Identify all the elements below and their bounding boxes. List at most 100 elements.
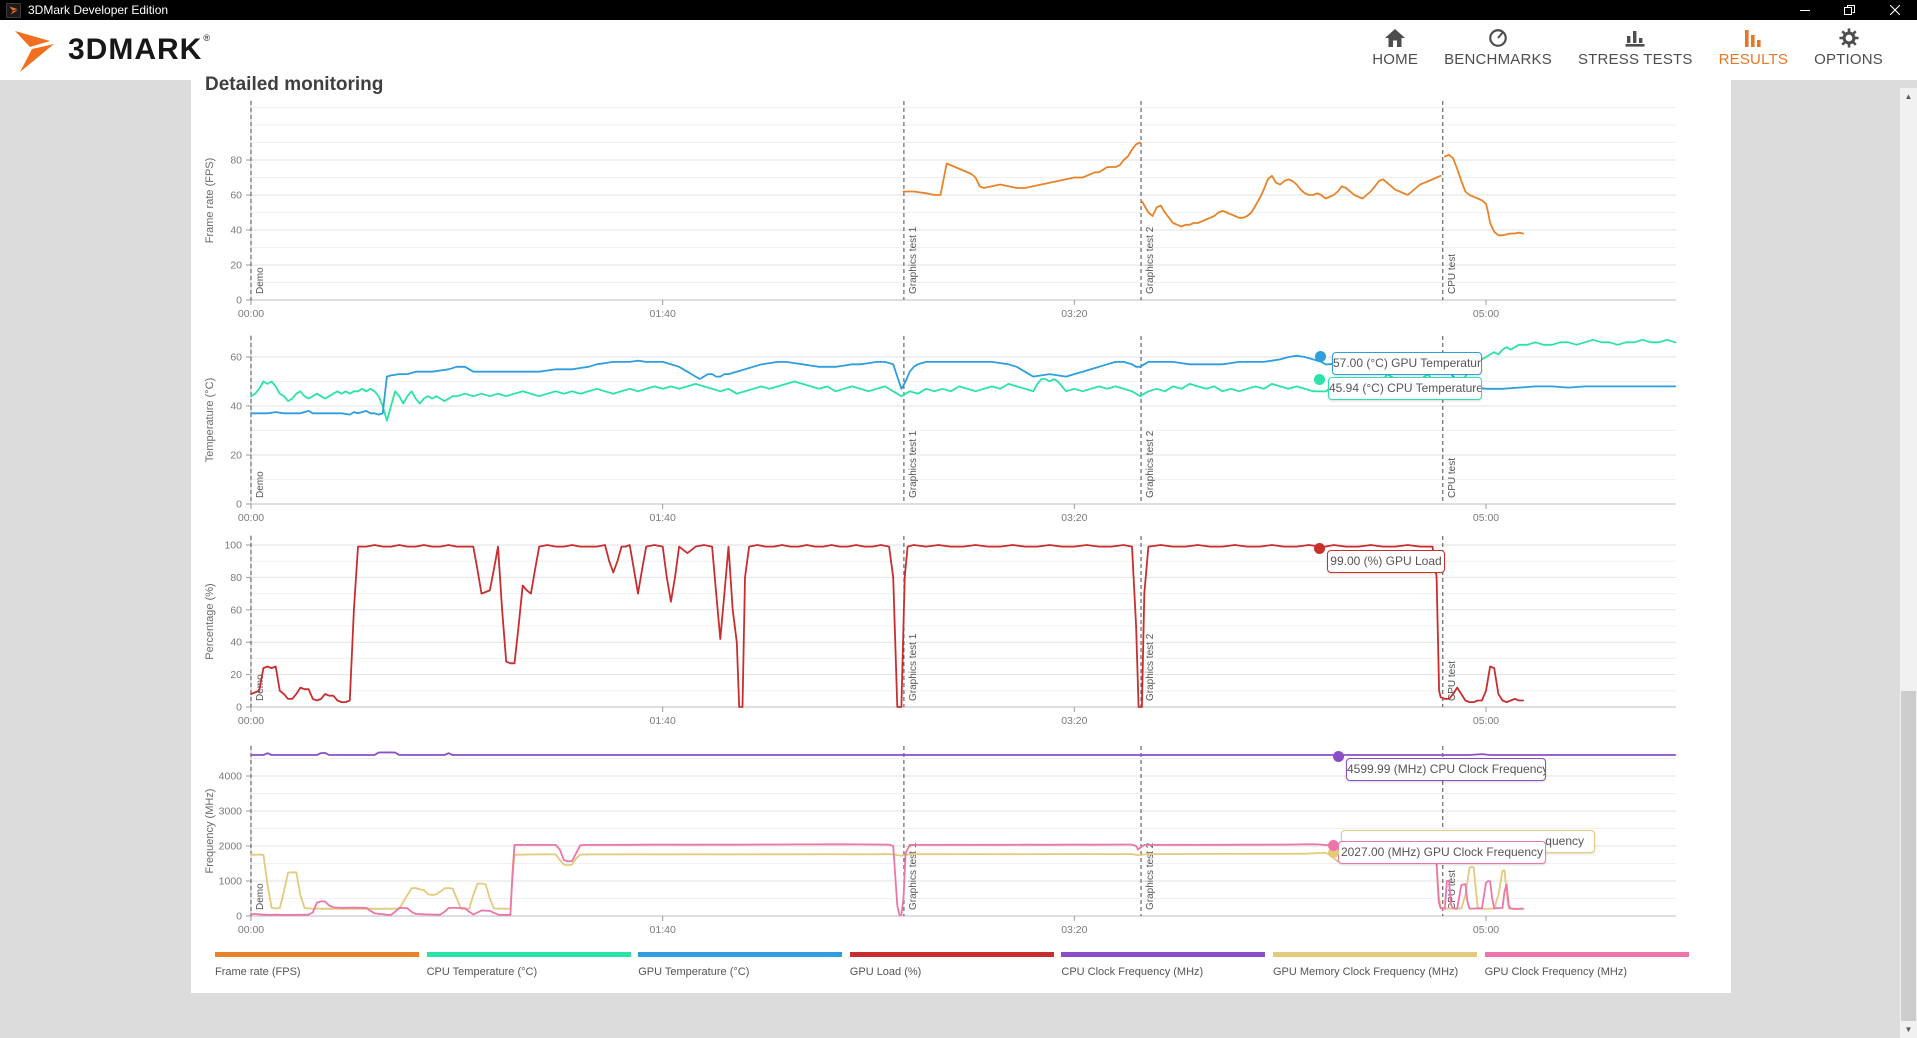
svg-text:20: 20	[230, 669, 242, 681]
nav-benchmarks[interactable]: BENCHMARKS	[1444, 28, 1552, 68]
svg-text:Demo: Demo	[255, 471, 266, 498]
minimize-button[interactable]	[1782, 0, 1827, 20]
legend-color-bar	[215, 952, 419, 957]
tooltip-cpu-temperature: 45.94 (°C) CPU Temperature	[1328, 377, 1482, 400]
chart-frequency[interactable]: 0 1000 2000 3000 4000 00:00 01:40 03:20 05:00 Fre…	[191, 740, 1731, 943]
svg-text:0: 0	[236, 911, 242, 923]
svg-text:00:00: 00:00	[238, 924, 264, 936]
3dmark-logo: 3DMARK ®	[14, 26, 210, 74]
tooltip-gpu-load: 99.00 (%) GPU Load	[1327, 550, 1445, 573]
svg-text:Demo: Demo	[255, 267, 266, 294]
legend-item-cpu-temperature-c[interactable]: CPU Temperature (°C)	[426, 952, 631, 978]
legend-label: GPU Clock Frequency (MHz)	[1484, 966, 1628, 978]
home-icon	[1385, 29, 1406, 47]
restore-icon	[1844, 4, 1855, 15]
legend-label: CPU Clock Frequency (MHz)	[1061, 966, 1204, 978]
svg-text:40: 40	[230, 637, 242, 649]
svg-text:01:40: 01:40	[650, 512, 676, 524]
svg-text:Graphics test 1: Graphics test 1	[908, 226, 919, 294]
svg-text:20: 20	[230, 450, 242, 462]
legend-color-bar	[1061, 952, 1266, 957]
svg-text:01:40: 01:40	[650, 715, 676, 727]
nav-home[interactable]: HOME	[1372, 28, 1418, 68]
nav-results[interactable]: RESULTS	[1719, 28, 1788, 68]
svg-text:CPU test: CPU test	[1447, 458, 1458, 498]
chart-temperature[interactable]: 0 20 40 60 00:00 01:40 03:20 05:00 Temperature (…	[191, 330, 1731, 531]
chart-frame-rate[interactable]: 0 20 40 60 80 00:00 01:40 03:20 05:00 Frame rate …	[191, 95, 1731, 327]
svg-text:00:00: 00:00	[238, 715, 264, 727]
svg-text:Demo: Demo	[255, 883, 266, 910]
gear-icon	[1838, 28, 1859, 48]
cpu-temperature-marker-dot	[1313, 373, 1325, 385]
legend-color-bar	[638, 952, 843, 957]
title-bar: 3DMark Developer Edition	[0, 0, 1917, 20]
svg-text:03:20: 03:20	[1061, 512, 1087, 524]
tooltip-gpu-clock-frequency: 2027.00 (MHz) GPU Clock Frequency	[1338, 841, 1546, 864]
svg-text:Graphics test 2: Graphics test 2	[1145, 430, 1156, 498]
svg-text:03:20: 03:20	[1061, 715, 1087, 727]
legend-color-bar	[849, 952, 1054, 957]
svg-text:CPU test: CPU test	[1447, 661, 1458, 701]
svg-text:Graphics test 1: Graphics test 1	[908, 842, 919, 910]
legend-label: GPU Temperature (°C)	[638, 966, 750, 978]
close-icon	[1889, 5, 1900, 15]
svg-text:00:00: 00:00	[238, 308, 264, 320]
legend-label: GPU Memory Clock Frequency (MHz)	[1273, 966, 1459, 978]
close-button[interactable]	[1872, 0, 1917, 20]
gauge-icon	[1489, 29, 1507, 47]
scroll-up-arrow[interactable]: ▲	[1904, 92, 1913, 101]
nav-stress-tests[interactable]: STRESS TESTS	[1578, 28, 1693, 68]
legend-item-frame-rate-fps[interactable]: Frame rate (FPS)	[215, 952, 419, 978]
restore-button[interactable]	[1827, 0, 1872, 20]
svg-text:60: 60	[230, 604, 242, 616]
bar-chart-icon	[1625, 31, 1645, 47]
vertical-scrollbar[interactable]: ▲ ▼	[1900, 88, 1917, 1038]
legend-color-bar	[1484, 952, 1689, 957]
legend-item-gpu-load[interactable]: GPU Load (%)	[849, 952, 1054, 978]
tooltip-cpu-clock-frequency: 4599.99 (MHz) CPU Clock Frequency	[1346, 758, 1546, 781]
svg-text:80: 80	[230, 572, 242, 584]
svg-text:01:40: 01:40	[650, 924, 676, 936]
svg-text:20: 20	[230, 260, 242, 272]
nav-options[interactable]: OPTIONS	[1814, 28, 1883, 68]
gpu-temperature-marker-dot	[1314, 350, 1326, 362]
legend-item-gpu-memory-clock-frequency-mhz[interactable]: GPU Memory Clock Frequency (MHz)	[1273, 952, 1477, 978]
results-bars-icon	[1745, 30, 1761, 47]
main-nav: HOME BENCHMARKS STRESS TESTS RESULTS	[1372, 28, 1883, 68]
scrollbar-thumb[interactable]	[1901, 691, 1916, 1021]
legend-item-cpu-clock-frequency-mhz[interactable]: CPU Clock Frequency (MHz)	[1061, 952, 1266, 978]
registered-mark: ®	[203, 33, 210, 43]
legend-item-gpu-clock-frequency-mhz[interactable]: GPU Clock Frequency (MHz)	[1484, 952, 1689, 978]
app-header: 3DMARK ® HOME BENCHMARKS STRESS TESTS RES…	[0, 20, 1917, 80]
chart-percentage[interactable]: 0 20 40 60 80 100 00:00 01:40 03:20 05:00 Percenta…	[191, 530, 1731, 734]
svg-text:Frame rate (FPS): Frame rate (FPS)	[204, 158, 216, 244]
legend-label: GPU Load (%)	[849, 966, 922, 978]
svg-text:05:00: 05:00	[1473, 308, 1499, 320]
svg-text:05:00: 05:00	[1473, 924, 1499, 936]
svg-text:100: 100	[224, 540, 242, 552]
page-title: Detailed monitoring	[205, 74, 384, 95]
legend-item-gpu-temperature-c[interactable]: GPU Temperature (°C)	[638, 952, 843, 978]
svg-text:Percentage (%): Percentage (%)	[204, 583, 216, 659]
svg-text:0: 0	[236, 702, 242, 714]
gpu-clock-marker-dot	[1327, 839, 1339, 851]
minimize-icon	[1799, 10, 1810, 11]
legend-label: Frame rate (FPS)	[215, 966, 301, 978]
window-title: 3DMark Developer Edition	[28, 3, 169, 17]
legend-color-bar	[1273, 952, 1477, 957]
app-icon	[6, 2, 21, 18]
svg-text:2000: 2000	[219, 841, 243, 853]
app-icon-glyph	[9, 6, 18, 15]
svg-text:Graphics test 2: Graphics test 2	[1145, 842, 1156, 910]
svg-text:Graphics test 1: Graphics test 1	[908, 633, 919, 701]
gpu-memory-clock-marker-dot	[1327, 846, 1339, 858]
svg-text:Frequency (MHz): Frequency (MHz)	[204, 789, 216, 874]
svg-text:0: 0	[236, 295, 242, 307]
scroll-down-arrow[interactable]: ▼	[1904, 1025, 1913, 1034]
svg-text:01:40: 01:40	[650, 308, 676, 320]
gpu-load-marker-dot	[1313, 542, 1325, 554]
svg-text:00:00: 00:00	[238, 512, 264, 524]
svg-text:03:20: 03:20	[1061, 924, 1087, 936]
3dmark-logo-icon	[15, 31, 54, 72]
